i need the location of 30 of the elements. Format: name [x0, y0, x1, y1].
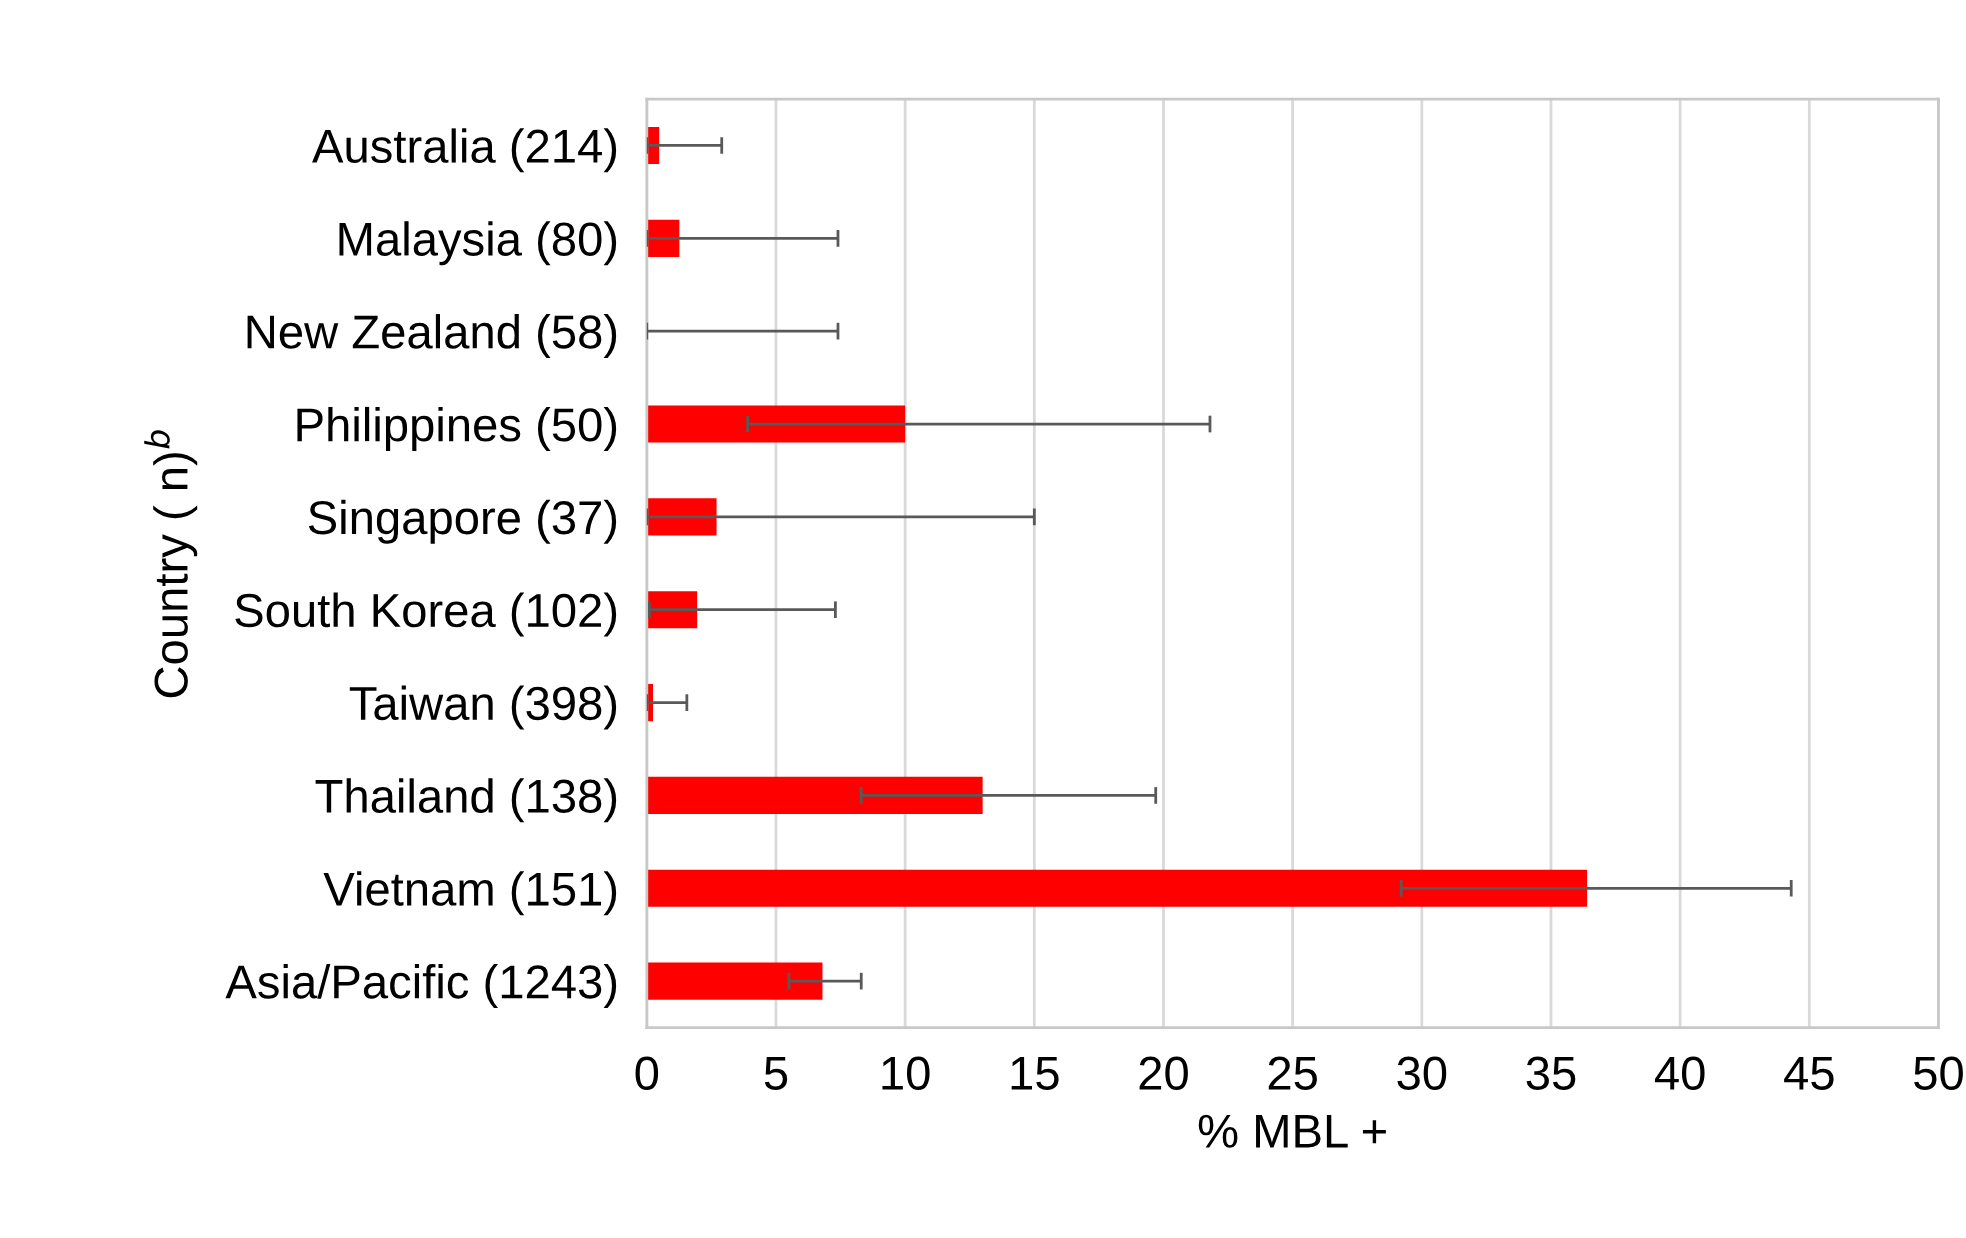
y-tick-label: South Korea (102)	[235, 592, 617, 637]
y-axis-title: Country ( n)$^{b}$	[144, 430, 198, 698]
x-tick-label: 5	[764, 1057, 788, 1090]
y-tick-label: Australia (214)	[312, 128, 617, 173]
x-tick-label: 30	[1397, 1056, 1447, 1090]
x-tick-label: 40	[1654, 1056, 1705, 1090]
y-tick-label: New Zealand (58)	[247, 314, 617, 359]
bar	[646, 776, 983, 814]
x-axis-title: % MBL +	[1198, 1114, 1386, 1148]
y-tick-label: Malaysia (80)	[339, 221, 617, 266]
y-tick-label: Thailand (138)	[315, 778, 617, 823]
x-tick-label: 45	[1784, 1057, 1834, 1090]
bar	[646, 405, 906, 443]
x-tick-label: 15	[1011, 1057, 1059, 1090]
x-tick-label: 0	[635, 1056, 659, 1090]
y-tick-label: Philippines (50)	[297, 406, 617, 451]
y-tick-label: Asia/Pacific (1243)	[225, 964, 617, 1008]
x-tick-label: 35	[1526, 1056, 1576, 1090]
y-tick-label: Vietnam (151)	[323, 871, 617, 916]
x-tick-label: 10	[882, 1056, 930, 1090]
x-tick-label: 50	[1914, 1056, 1963, 1090]
bar	[646, 962, 823, 1000]
y-tick-label: Taiwan (398)	[349, 685, 617, 730]
bar	[646, 591, 698, 629]
bar	[646, 498, 717, 536]
y-tick-label: Singapore (37)	[308, 499, 617, 544]
x-tick-label: 25	[1268, 1056, 1317, 1090]
x-tick-label: 20	[1139, 1056, 1188, 1090]
bar	[646, 869, 1588, 907]
bar	[646, 219, 680, 257]
